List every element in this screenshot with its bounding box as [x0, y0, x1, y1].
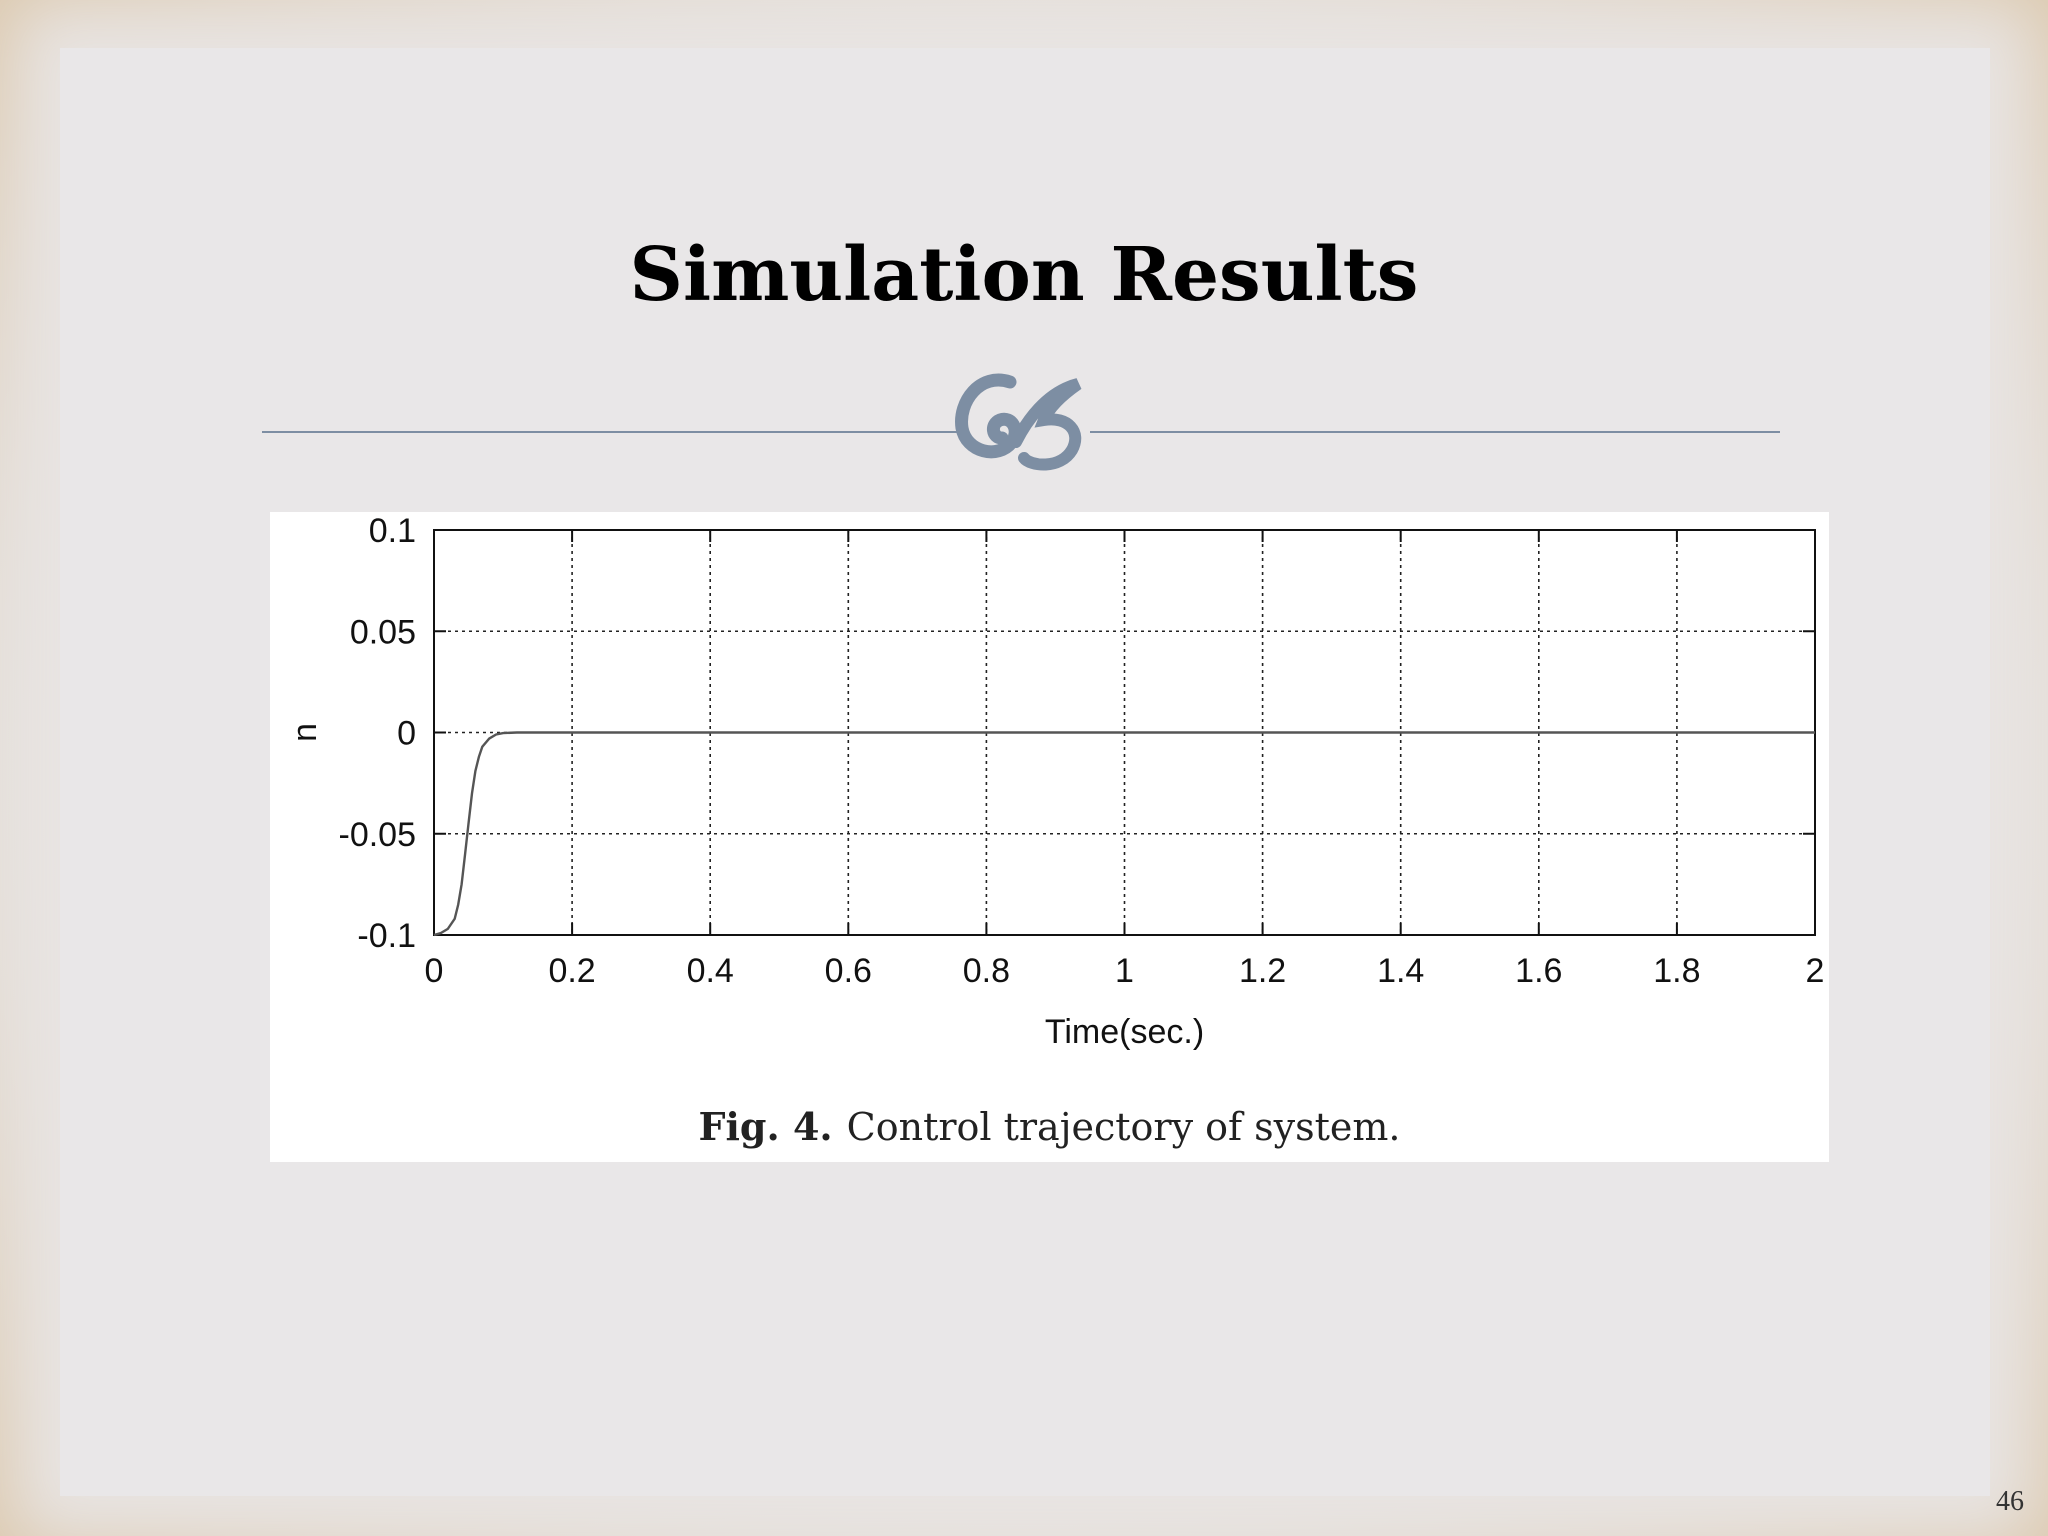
figure-caption: Fig. 4. Control trajectory of system. — [270, 1104, 1829, 1149]
y-tick-label: -0.05 — [339, 816, 417, 854]
figure-panel: 0 0.2 0.4 0.6 0.8 1 1.2 1.4 1.6 1.8 2 0.1 0.05 0 -0.05… — [270, 512, 1829, 1162]
y-tick-label: 0 — [397, 715, 416, 753]
caption-text: Control trajectory of system. — [846, 1105, 1401, 1149]
y-tick-label: 0.05 — [350, 613, 416, 651]
control-trajectory-chart: 0 0.2 0.4 0.6 0.8 1 1.2 1.4 1.6 1.8 2 0.1 0.05 0 -0.05… — [290, 512, 1825, 1051]
title-divider-left — [262, 431, 962, 433]
page-number: 46 — [1996, 1486, 2024, 1517]
x-tick-label: 1.8 — [1653, 952, 1700, 990]
x-tick-label: 0.6 — [825, 952, 872, 990]
x-tick-label: 2 — [1806, 952, 1825, 990]
slide-title: Simulation Results — [629, 232, 1419, 318]
x-tick-label: 1.6 — [1515, 952, 1562, 990]
series-line-u — [433, 731, 1815, 937]
x-tick-label: 1.4 — [1377, 952, 1424, 990]
y-tick-label: -0.1 — [357, 917, 416, 955]
x-tick-label: 0.2 — [548, 952, 595, 990]
x-tick-label: 0.4 — [687, 952, 734, 990]
x-tick-label: 0.8 — [963, 952, 1010, 990]
x-axis-label: Time(sec.) — [1045, 1013, 1204, 1051]
x-tick-label: 1.2 — [1239, 952, 1286, 990]
caption-label: Fig. 4. — [698, 1104, 833, 1149]
x-tick-label: 0 — [425, 952, 444, 990]
curly-flourish-icon — [955, 373, 1082, 471]
title-divider-right — [1090, 431, 1780, 433]
y-tick-label: 0.1 — [369, 512, 416, 550]
y-axis-label: u — [290, 723, 328, 742]
x-tick-label: 1 — [1115, 952, 1134, 990]
